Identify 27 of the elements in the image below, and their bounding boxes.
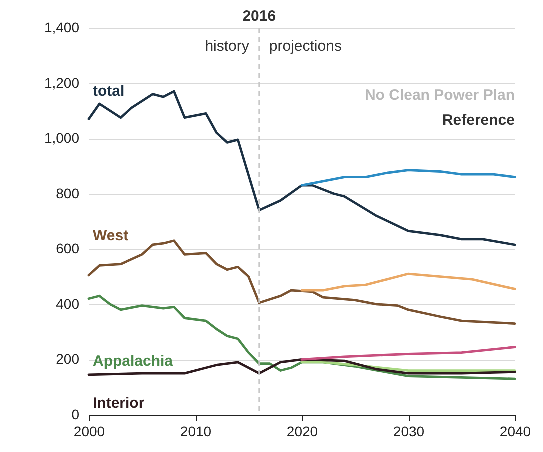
line-series bbox=[88, 294, 516, 380]
x-tick-label: 2020 bbox=[286, 424, 318, 440]
annotation: Reference bbox=[442, 112, 515, 129]
y-tick-label: 400 bbox=[56, 296, 80, 312]
x-tick-label: 2040 bbox=[500, 424, 532, 440]
y-tick-label: 0 bbox=[72, 406, 80, 422]
x-tick-label: 2000 bbox=[74, 424, 106, 440]
line-series bbox=[300, 346, 516, 361]
y-tick-label: 600 bbox=[56, 240, 80, 257]
line-series bbox=[88, 240, 516, 325]
line-series bbox=[300, 169, 516, 187]
y-tick-label: 200 bbox=[56, 351, 80, 368]
x-tick-label: 2010 bbox=[180, 424, 212, 440]
series-label: total bbox=[93, 83, 125, 100]
series-label: West bbox=[93, 227, 129, 244]
series-label: Interior bbox=[93, 394, 145, 412]
annotation: history bbox=[205, 38, 250, 55]
y-tick-label: 1,200 bbox=[44, 74, 80, 91]
y-tick-label: 1,000 bbox=[44, 130, 80, 146]
x-tick-label: 2030 bbox=[393, 424, 425, 440]
ref-line-label: 2016 bbox=[242, 8, 276, 25]
annotation: No Clean Power Plan bbox=[364, 87, 515, 104]
y-tick-label: 1,400 bbox=[44, 20, 80, 36]
text: Appalachia bbox=[93, 352, 174, 370]
annotation: projections bbox=[269, 38, 342, 55]
line-series bbox=[300, 272, 516, 292]
y-tick-label: 800 bbox=[56, 185, 80, 202]
